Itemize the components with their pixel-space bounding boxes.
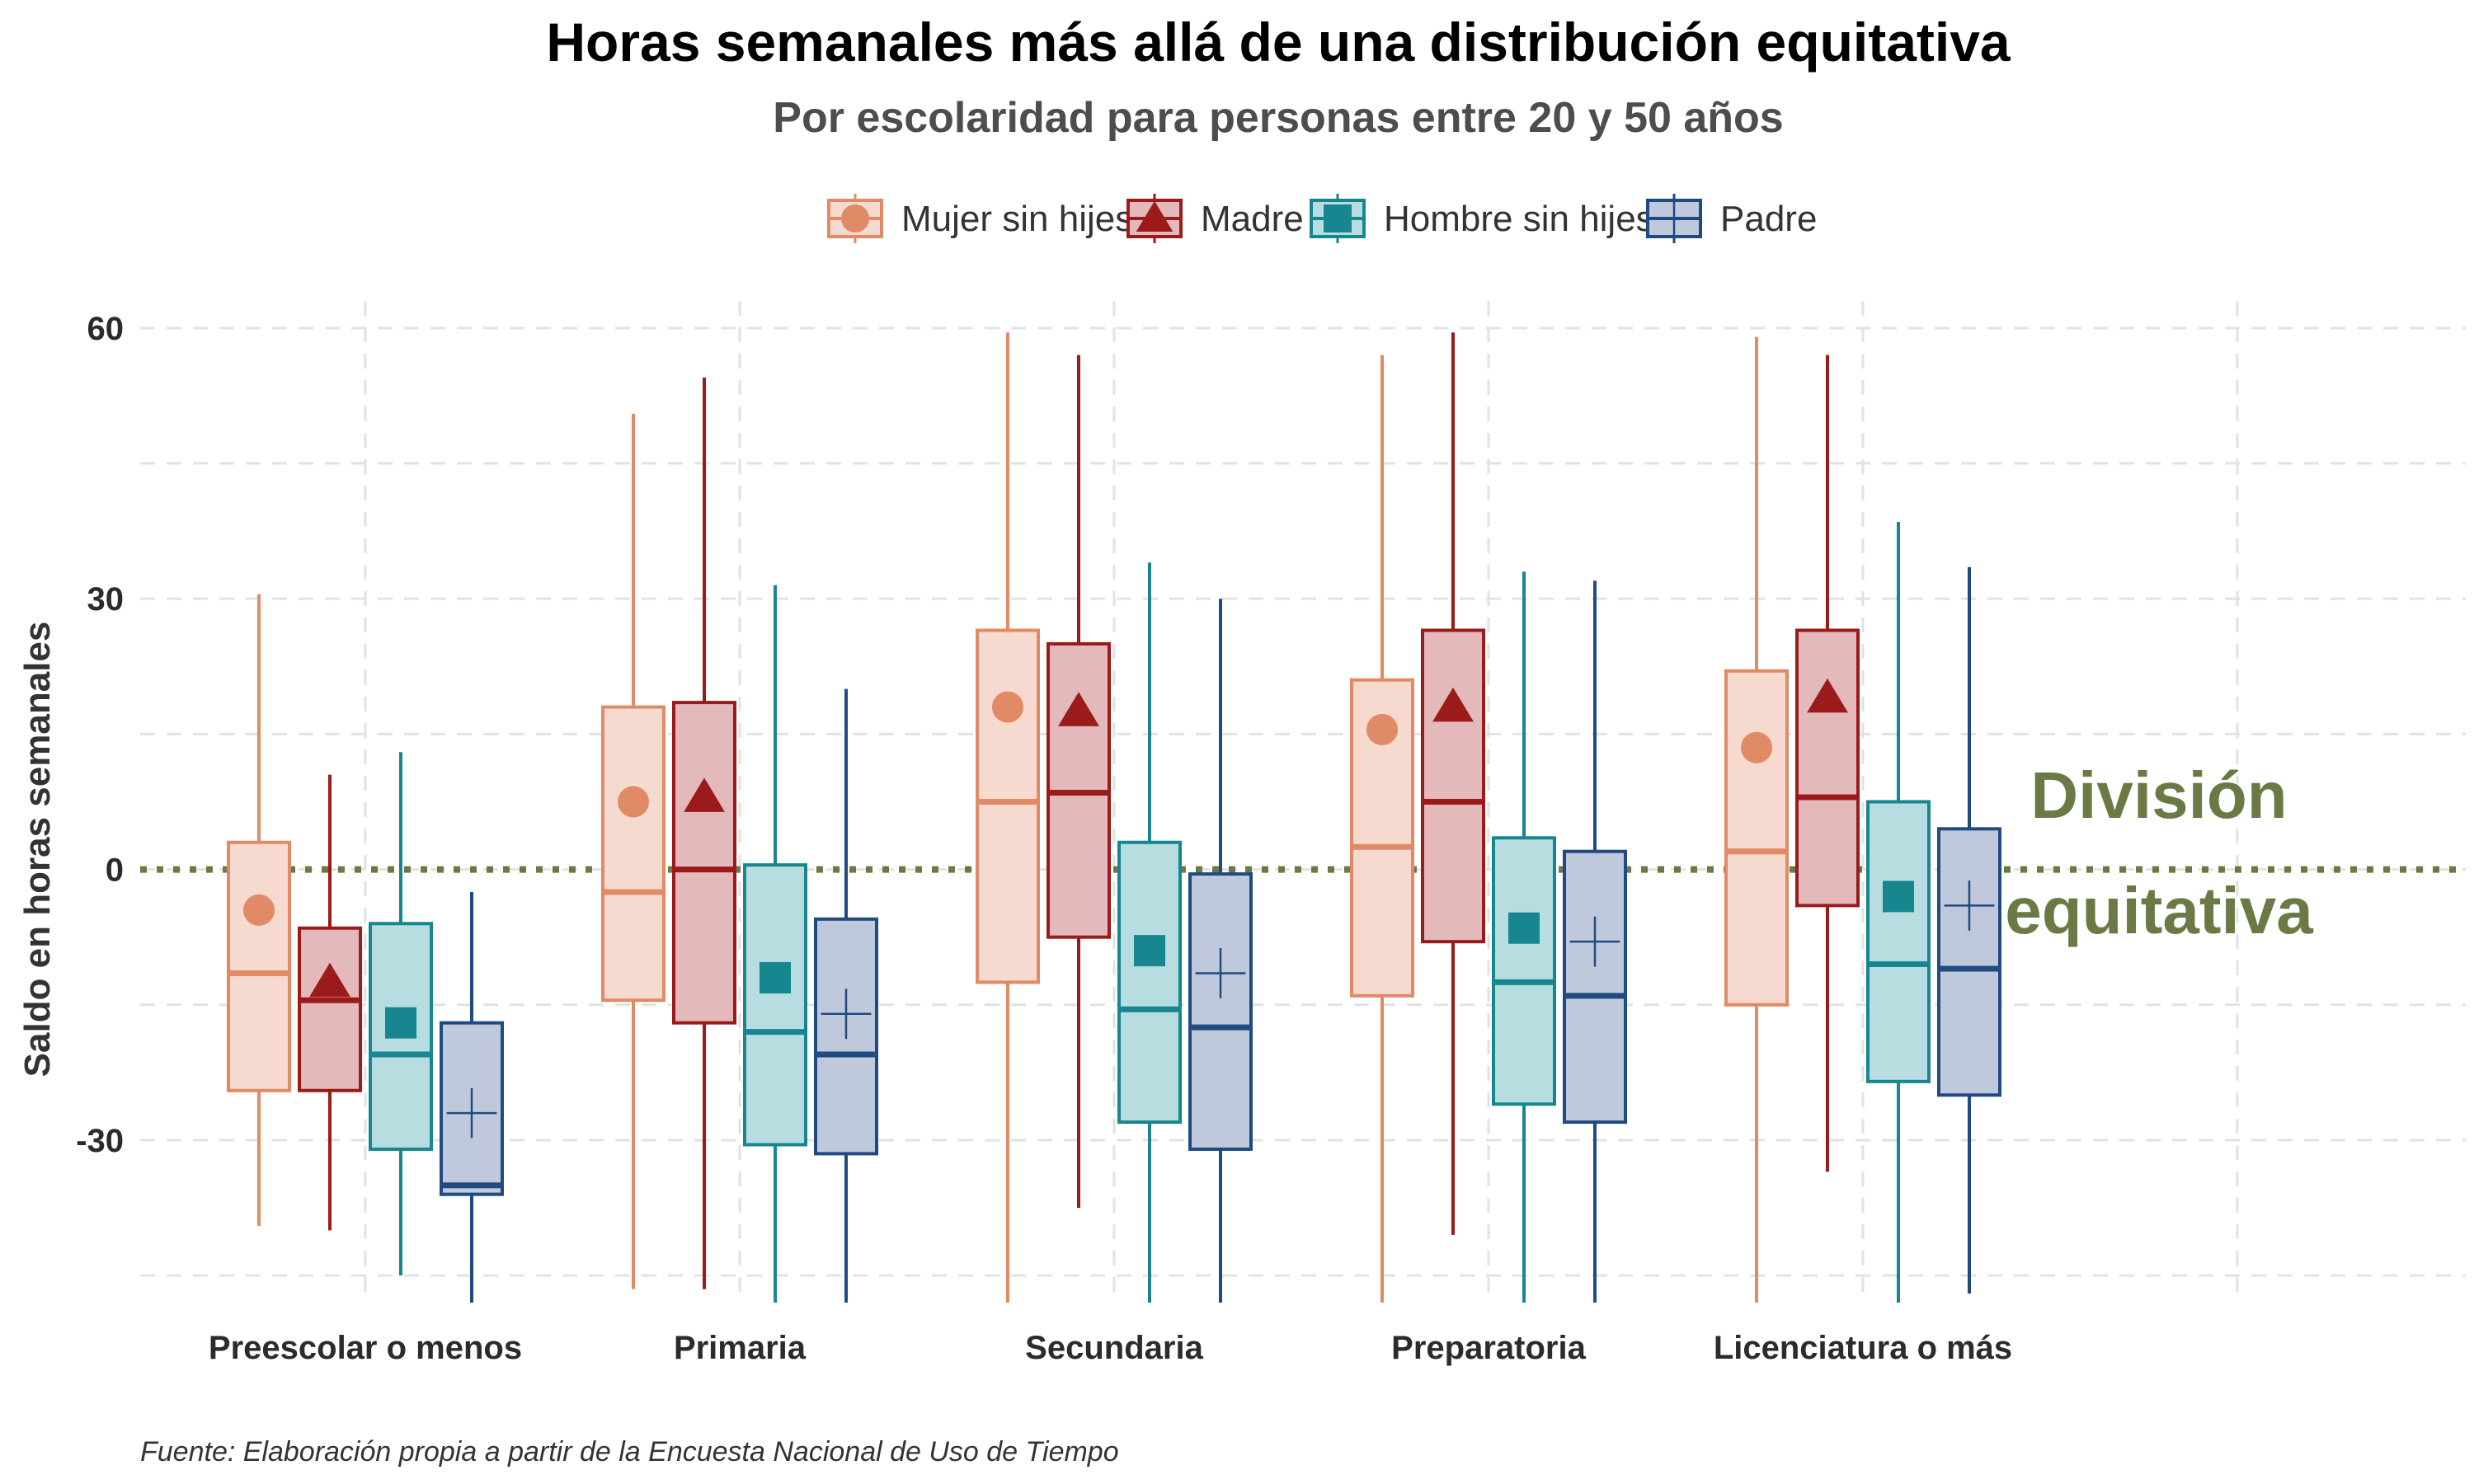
mean-marker (1944, 880, 1995, 931)
mean-marker (1058, 692, 1099, 726)
chart-title: Horas semanales más allá de una distribu… (546, 12, 2011, 73)
legend-key-marker (1651, 195, 1697, 242)
x-tick-label: Secundaria (1025, 1330, 1203, 1366)
box-square (369, 752, 433, 1276)
box-circle (227, 594, 291, 1226)
legend-key-marker (1324, 204, 1352, 232)
grid-layer (140, 301, 2466, 1303)
y-tick-label: 60 (87, 311, 125, 347)
iqr-box (1117, 840, 1182, 1125)
mean-marker (1741, 731, 1772, 763)
x-tick-label: Primaria (674, 1330, 807, 1366)
mean-marker (1508, 912, 1540, 944)
mean-marker (760, 961, 791, 993)
caption: Fuente: Elaboración propia a partir de l… (140, 1436, 1119, 1468)
legend-label: Mujer sin hijes (901, 199, 1133, 239)
legend-label: Padre (1720, 199, 1817, 239)
chart-subtitle: Por escolaridad para personas entre 20 y… (773, 94, 1783, 142)
box-plus (440, 891, 504, 1303)
iqr-box (1937, 827, 2001, 1097)
mean-marker (1366, 713, 1398, 745)
box-circle (601, 413, 666, 1289)
legend-key-square (1310, 194, 1366, 243)
box-square (1866, 522, 1931, 1303)
legend-label: Madre (1201, 199, 1304, 239)
legend-key-triangle (1126, 194, 1183, 243)
box-circle (1724, 336, 1789, 1303)
mean-marker (1134, 935, 1165, 967)
y-axis-label: Saldo en horas semanales (17, 622, 58, 1078)
iqr-box (601, 705, 666, 1003)
box-circle (1350, 355, 1414, 1303)
mean-marker (1807, 678, 1848, 713)
mean-marker (684, 777, 725, 812)
annotation-line-2: equitativa (2005, 874, 2313, 947)
box-square (1492, 571, 1556, 1303)
iqr-box (1795, 628, 1860, 908)
box-triangle (1421, 332, 1485, 1235)
legend-key-marker (841, 204, 869, 232)
x-tick-labels: Preescolar o menos Primaria Secundaria Prep… (209, 1330, 2012, 1366)
x-tick-label: Preescolar o menos (209, 1330, 522, 1366)
x-tick-label: Licenciatura o más (1714, 1330, 2012, 1366)
iqr-box (976, 628, 1040, 984)
y-tick-label: 30 (87, 581, 125, 618)
iqr-box (1724, 669, 1789, 1007)
iqr-box (743, 863, 807, 1147)
y-tick-labels: -30 0 30 60 (76, 311, 124, 1159)
box-square (1117, 562, 1182, 1303)
mean-marker (1432, 687, 1474, 722)
y-tick-label: 0 (106, 852, 124, 889)
mean-marker (309, 962, 350, 998)
iqr-box (227, 840, 291, 1092)
iqr-box (298, 926, 362, 1092)
box-layer (227, 332, 2001, 1303)
legend-key-marker (1136, 200, 1174, 232)
legend-key-plus (1646, 194, 1702, 243)
x-tick-label: Preparatoria (1391, 1330, 1586, 1366)
legend: Mujer sin hijes Madre Hombre sin hijes Padr… (827, 194, 1817, 243)
box-triangle (298, 774, 362, 1231)
legend-label: Hombre sin hijes (1384, 199, 1654, 239)
box-triangle (1795, 355, 1860, 1172)
box-plus (1563, 580, 1627, 1303)
mean-marker (1883, 881, 1914, 913)
mean-marker (446, 1087, 497, 1139)
box-triangle (1047, 355, 1111, 1209)
iqr-box (1563, 849, 1627, 1125)
annotation-line-1: División (2030, 758, 2287, 832)
y-tick-label: -30 (76, 1123, 124, 1159)
mean-marker (1569, 916, 1620, 967)
iqr-box (1492, 836, 1556, 1106)
mean-marker (618, 786, 649, 818)
iqr-box (1866, 800, 1931, 1083)
mean-marker (1195, 948, 1246, 998)
mean-marker (385, 1007, 416, 1039)
iqr-box (672, 701, 736, 1025)
box-triangle (672, 378, 736, 1289)
box-plus (814, 688, 878, 1303)
iqr-box (1188, 872, 1253, 1151)
mean-marker (992, 691, 1023, 723)
mean-marker (821, 989, 872, 1040)
box-plus (1937, 566, 2001, 1294)
box-plus (1188, 599, 1253, 1303)
legend-key-circle (827, 194, 883, 243)
box-circle (976, 332, 1040, 1303)
box-square (743, 585, 807, 1303)
mean-marker (243, 894, 275, 926)
iqr-box (1421, 628, 1485, 944)
